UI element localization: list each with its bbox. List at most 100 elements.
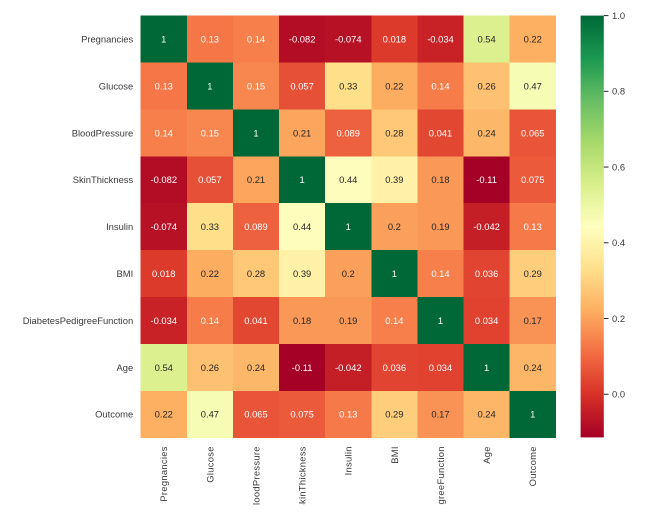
svg-text:0.8: 0.8 — [612, 86, 625, 97]
svg-text:0.041: 0.041 — [244, 315, 267, 326]
svg-text:0.44: 0.44 — [293, 221, 311, 232]
svg-text:0.24: 0.24 — [247, 362, 265, 373]
svg-text:Age: Age — [117, 362, 134, 373]
svg-text:0.15: 0.15 — [247, 80, 265, 91]
svg-text:0.28: 0.28 — [385, 127, 403, 138]
svg-text:-0.074: -0.074 — [150, 221, 177, 232]
svg-text:0.21: 0.21 — [293, 127, 311, 138]
svg-text:-0.042: -0.042 — [473, 221, 500, 232]
svg-text:1: 1 — [207, 80, 212, 91]
svg-text:0.14: 0.14 — [431, 268, 449, 279]
svg-text:Pregnancies: Pregnancies — [81, 33, 133, 44]
svg-text:0.17: 0.17 — [524, 315, 542, 326]
svg-text:-0.11: -0.11 — [476, 174, 497, 185]
svg-text:0.041: 0.041 — [429, 127, 452, 138]
svg-text:0.13: 0.13 — [339, 409, 357, 420]
svg-text:0.14: 0.14 — [431, 80, 449, 91]
svg-text:0.54: 0.54 — [155, 362, 173, 373]
svg-text:0.26: 0.26 — [477, 80, 495, 91]
svg-text:0.15: 0.15 — [201, 127, 219, 138]
svg-text:0.13: 0.13 — [201, 33, 219, 44]
svg-text:-0.082: -0.082 — [150, 174, 177, 185]
svg-text:0.13: 0.13 — [524, 221, 542, 232]
svg-text:-0.042: -0.042 — [335, 362, 362, 373]
svg-text:0.19: 0.19 — [431, 221, 449, 232]
svg-text:0.39: 0.39 — [293, 268, 311, 279]
svg-text:Outcome: Outcome — [527, 446, 538, 486]
svg-text:0.29: 0.29 — [524, 268, 542, 279]
svg-text:0.065: 0.065 — [244, 409, 267, 420]
svg-text:1: 1 — [438, 315, 443, 326]
svg-text:1.0: 1.0 — [612, 10, 625, 21]
svg-text:0.22: 0.22 — [155, 409, 173, 420]
svg-text:0.6: 0.6 — [612, 161, 625, 172]
svg-text:0.22: 0.22 — [385, 80, 403, 91]
svg-text:0.034: 0.034 — [475, 315, 498, 326]
svg-text:Insulin: Insulin — [343, 446, 354, 475]
svg-text:0.18: 0.18 — [431, 174, 449, 185]
svg-text:0.075: 0.075 — [290, 409, 313, 420]
svg-text:0.44: 0.44 — [339, 174, 357, 185]
svg-text:0.14: 0.14 — [155, 127, 173, 138]
svg-text:-0.034: -0.034 — [150, 315, 177, 326]
svg-text:BMI: BMI — [117, 268, 134, 279]
svg-text:0.13: 0.13 — [155, 80, 173, 91]
svg-text:0.22: 0.22 — [524, 33, 542, 44]
svg-text:1: 1 — [253, 127, 258, 138]
svg-text:-0.082: -0.082 — [289, 33, 316, 44]
svg-text:0.17: 0.17 — [431, 409, 449, 420]
svg-text:0.4: 0.4 — [612, 237, 625, 248]
svg-text:-0.074: -0.074 — [335, 33, 362, 44]
svg-text:0.24: 0.24 — [524, 362, 542, 373]
svg-text:1: 1 — [392, 268, 397, 279]
svg-text:SkinThickness: SkinThickness — [297, 446, 308, 510]
svg-text:0.24: 0.24 — [477, 127, 495, 138]
svg-text:0.075: 0.075 — [521, 174, 544, 185]
svg-text:0.036: 0.036 — [475, 268, 498, 279]
svg-text:DiabetesPedigreeFunction: DiabetesPedigreeFunction — [435, 446, 446, 510]
svg-text:0.0: 0.0 — [612, 389, 625, 400]
svg-text:0.18: 0.18 — [293, 315, 311, 326]
svg-text:DiabetesPedigreeFunction: DiabetesPedigreeFunction — [23, 315, 134, 326]
svg-text:1: 1 — [161, 33, 166, 44]
svg-text:0.057: 0.057 — [290, 80, 313, 91]
svg-text:0.29: 0.29 — [385, 409, 403, 420]
svg-text:Outcome: Outcome — [95, 409, 133, 420]
svg-text:BloodPressure: BloodPressure — [250, 446, 261, 510]
svg-text:-0.034: -0.034 — [427, 33, 454, 44]
svg-text:Pregnancies: Pregnancies — [158, 446, 169, 501]
svg-text:0.065: 0.065 — [521, 127, 544, 138]
svg-text:0.036: 0.036 — [383, 362, 406, 373]
svg-text:-0.11: -0.11 — [292, 362, 313, 373]
svg-text:0.14: 0.14 — [247, 33, 265, 44]
svg-text:0.47: 0.47 — [524, 80, 542, 91]
svg-text:0.47: 0.47 — [201, 409, 219, 420]
svg-text:1: 1 — [300, 174, 305, 185]
svg-text:0.22: 0.22 — [201, 268, 219, 279]
svg-text:0.057: 0.057 — [198, 174, 221, 185]
svg-text:0.018: 0.018 — [152, 268, 175, 279]
svg-text:BloodPressure: BloodPressure — [72, 127, 134, 138]
svg-text:0.26: 0.26 — [201, 362, 219, 373]
svg-text:0.018: 0.018 — [383, 33, 406, 44]
svg-text:1: 1 — [530, 409, 535, 420]
svg-text:Age: Age — [481, 446, 492, 464]
svg-text:0.089: 0.089 — [244, 221, 267, 232]
svg-text:0.2: 0.2 — [342, 268, 355, 279]
svg-text:Glucose: Glucose — [99, 80, 133, 91]
svg-text:SkinThickness: SkinThickness — [73, 174, 134, 185]
svg-text:Glucose: Glucose — [204, 446, 215, 483]
svg-text:0.24: 0.24 — [477, 409, 495, 420]
svg-text:Insulin: Insulin — [106, 221, 133, 232]
svg-text:0.089: 0.089 — [337, 127, 360, 138]
svg-text:BMI: BMI — [389, 446, 400, 464]
svg-text:0.39: 0.39 — [385, 174, 403, 185]
svg-text:0.33: 0.33 — [339, 80, 357, 91]
svg-text:0.034: 0.034 — [429, 362, 452, 373]
svg-text:0.19: 0.19 — [339, 315, 357, 326]
svg-text:0.33: 0.33 — [201, 221, 219, 232]
svg-text:0.14: 0.14 — [201, 315, 219, 326]
svg-text:0.2: 0.2 — [612, 313, 625, 324]
svg-text:0.21: 0.21 — [247, 174, 265, 185]
svg-text:1: 1 — [484, 362, 489, 373]
